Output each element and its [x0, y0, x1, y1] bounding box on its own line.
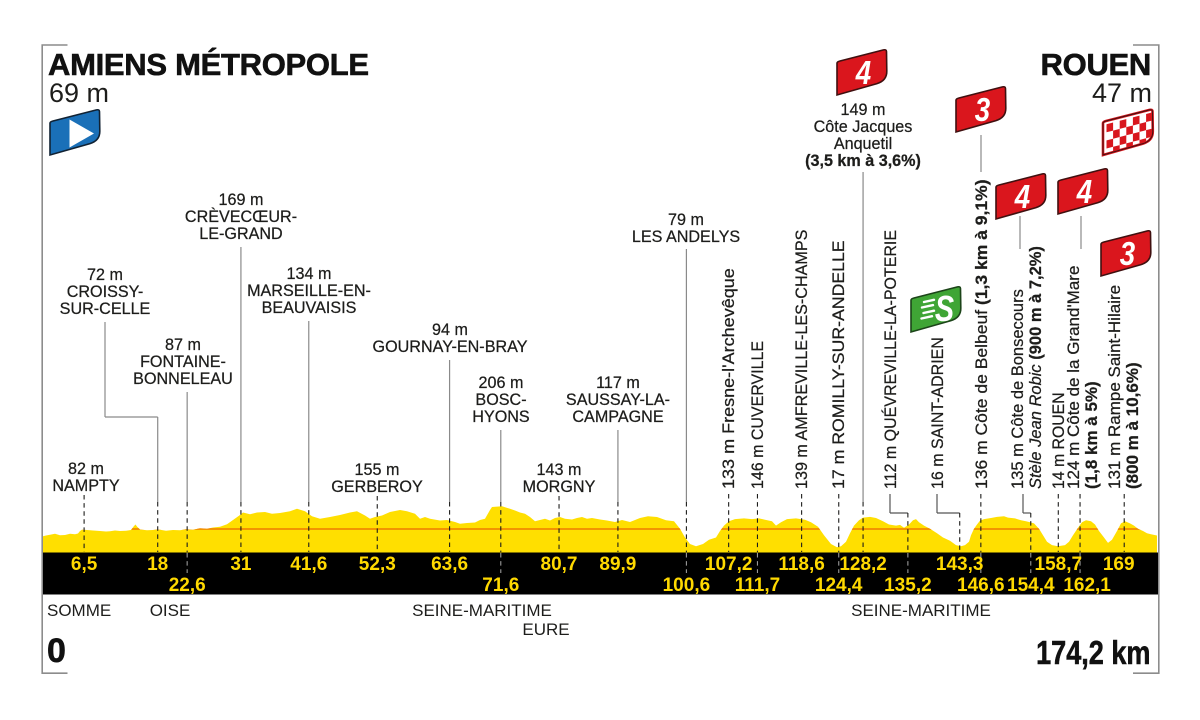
svg-text:4: 4 [855, 55, 871, 92]
svg-text:3: 3 [1120, 236, 1135, 273]
svg-text:4: 4 [1014, 179, 1030, 216]
svg-text:S: S [935, 288, 954, 329]
svg-text:4: 4 [1076, 174, 1092, 211]
svg-text:3: 3 [975, 92, 990, 129]
